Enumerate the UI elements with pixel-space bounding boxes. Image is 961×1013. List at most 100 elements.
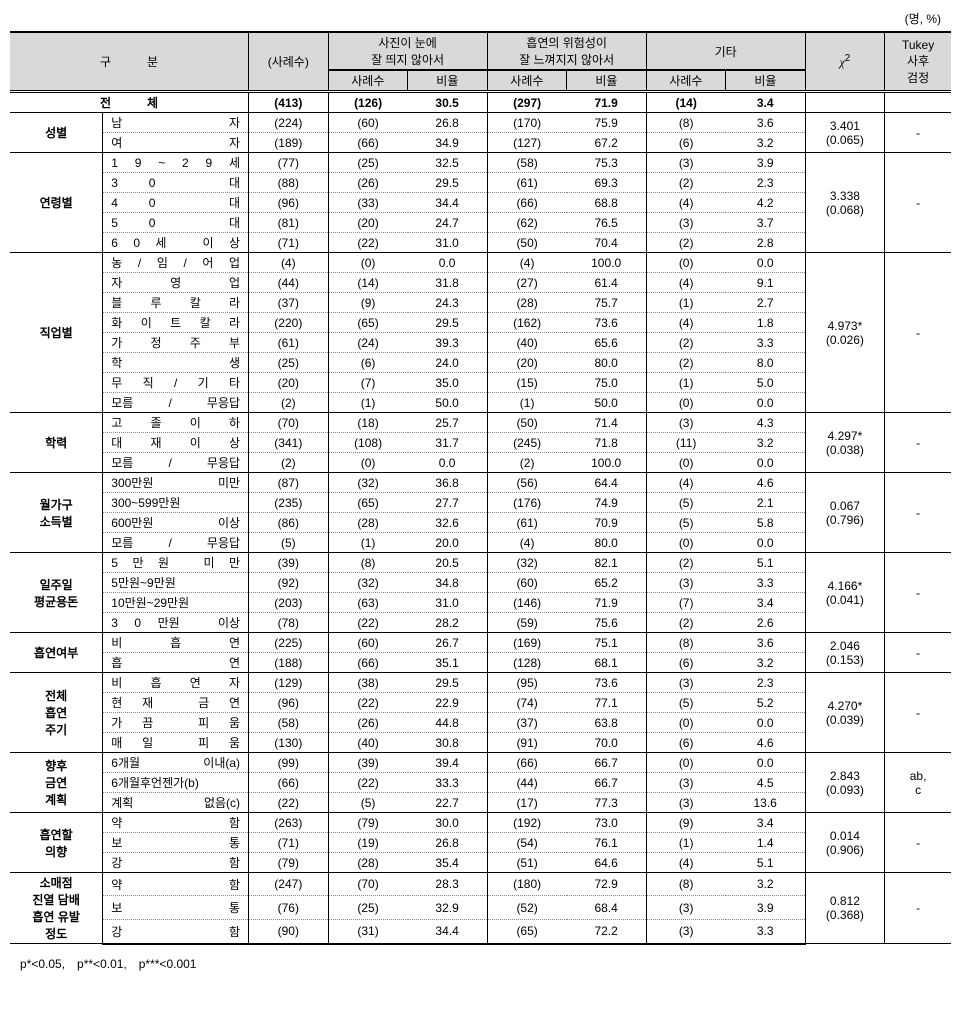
cell: 약 함 <box>103 873 249 896</box>
cell: (25) <box>249 353 329 373</box>
cell: (32) <box>328 473 408 493</box>
cell: (25) <box>328 153 408 173</box>
cell: 65.6 <box>567 333 647 353</box>
cell: (1) <box>646 373 726 393</box>
cell: 50.0 <box>567 393 647 413</box>
cell: 75.3 <box>567 153 647 173</box>
cell: 5.1 <box>726 853 806 873</box>
cell: 22.9 <box>408 693 488 713</box>
hdr-sub: 사례수 <box>328 70 408 92</box>
group-label: 일주일평균용돈 <box>10 553 103 633</box>
tukey-cell: - <box>885 813 951 873</box>
cell: 100.0 <box>567 253 647 273</box>
cell: (18) <box>328 413 408 433</box>
cell: 35.1 <box>408 653 488 673</box>
cell: 24.3 <box>408 293 488 313</box>
cell: (77) <box>249 153 329 173</box>
cell: 35.0 <box>408 373 488 393</box>
cell: 학 생 <box>103 353 249 373</box>
hdr-col3: 기타 <box>646 32 805 70</box>
cell: 3.2 <box>726 133 806 153</box>
cell: (62) <box>487 213 567 233</box>
cell: (58) <box>487 153 567 173</box>
cell: 4.3 <box>726 413 806 433</box>
cell: 75.7 <box>567 293 647 313</box>
cell: (176) <box>487 493 567 513</box>
cell: 32.5 <box>408 153 488 173</box>
cell: 3.3 <box>726 919 806 943</box>
cell: 모름 / 무응답 <box>103 393 249 413</box>
cell: 34.4 <box>408 193 488 213</box>
cell: 34.9 <box>408 133 488 153</box>
cell: (17) <box>487 793 567 813</box>
hdr-sub: 사례수 <box>646 70 726 92</box>
cell: (25) <box>328 896 408 919</box>
table-header: 구 분 (사례수) 사진이 눈에잘 띄지 않아서 흡연의 위험성이잘 느껴지지 … <box>10 32 951 92</box>
table-row: 소매점진열 담배흡연 유발정도약 함(247)(70)28.3(180)72.9… <box>10 873 951 896</box>
cell: 28.2 <box>408 613 488 633</box>
cell: (70) <box>249 413 329 433</box>
chi-cell: 0.812(0.368) <box>805 873 885 944</box>
cell: 약 함 <box>103 813 249 833</box>
cell: 39.4 <box>408 753 488 773</box>
cell: 74.9 <box>567 493 647 513</box>
cell: (44) <box>249 273 329 293</box>
cell: (263) <box>249 813 329 833</box>
cell: (54) <box>487 833 567 853</box>
cell <box>805 92 885 113</box>
cell: (71) <box>249 233 329 253</box>
cell: (33) <box>328 193 408 213</box>
cell: (90) <box>249 919 329 943</box>
cell: (65) <box>328 313 408 333</box>
cell: 4.5 <box>726 773 806 793</box>
data-table: 구 분 (사례수) 사진이 눈에잘 띄지 않아서 흡연의 위험성이잘 느껴지지 … <box>10 31 951 945</box>
cell: 68.4 <box>567 896 647 919</box>
cell: (129) <box>249 673 329 693</box>
table-row: 직업별농 / 임 / 어 업(4)(0)0.0(4)100.0(0)0.04.9… <box>10 253 951 273</box>
cell: 2.8 <box>726 233 806 253</box>
cell: 31.0 <box>408 233 488 253</box>
cell: 3.9 <box>726 153 806 173</box>
cell: (6) <box>646 653 726 673</box>
table-body: 전 체(413)(126)30.5(297)71.9(14)3.4성별남 자(2… <box>10 92 951 944</box>
cell: (66) <box>249 773 329 793</box>
cell: (9) <box>328 293 408 313</box>
cell: 63.8 <box>567 713 647 733</box>
cell: (38) <box>328 673 408 693</box>
cell: (22) <box>328 233 408 253</box>
cell: 비 흡 연 <box>103 633 249 653</box>
cell: 0.0 <box>726 753 806 773</box>
cell: (4) <box>646 273 726 293</box>
cell: (20) <box>249 373 329 393</box>
cell: (52) <box>487 896 567 919</box>
cell: 농 / 임 / 어 업 <box>103 253 249 273</box>
cell: (146) <box>487 593 567 613</box>
cell: (8) <box>646 633 726 653</box>
cell: 64.4 <box>567 473 647 493</box>
cell: 2.6 <box>726 613 806 633</box>
group-label: 전체흡연주기 <box>10 673 103 753</box>
hdr-chi: χ2 <box>805 32 885 92</box>
cell: 25.7 <box>408 413 488 433</box>
cell: 31.8 <box>408 273 488 293</box>
cell: 0.0 <box>726 253 806 273</box>
cell: 600만원 이상 <box>103 513 249 533</box>
cell: 68.8 <box>567 193 647 213</box>
cell: (14) <box>328 273 408 293</box>
cell: (79) <box>249 853 329 873</box>
cell: 28.3 <box>408 873 488 896</box>
cell: (1) <box>328 533 408 553</box>
cell: (4) <box>646 473 726 493</box>
cell: 3 0 만원 이상 <box>103 613 249 633</box>
cell: (1) <box>646 293 726 313</box>
cell: (0) <box>328 253 408 273</box>
cell: 71.8 <box>567 433 647 453</box>
cell: (60) <box>328 113 408 133</box>
cell: 68.1 <box>567 653 647 673</box>
cell: 여 자 <box>103 133 249 153</box>
cell: 자 영 업 <box>103 273 249 293</box>
chi-cell: 0.014(0.906) <box>805 813 885 873</box>
cell: (127) <box>487 133 567 153</box>
cell: 80.0 <box>567 353 647 373</box>
cell: 모름 / 무응답 <box>103 453 249 473</box>
